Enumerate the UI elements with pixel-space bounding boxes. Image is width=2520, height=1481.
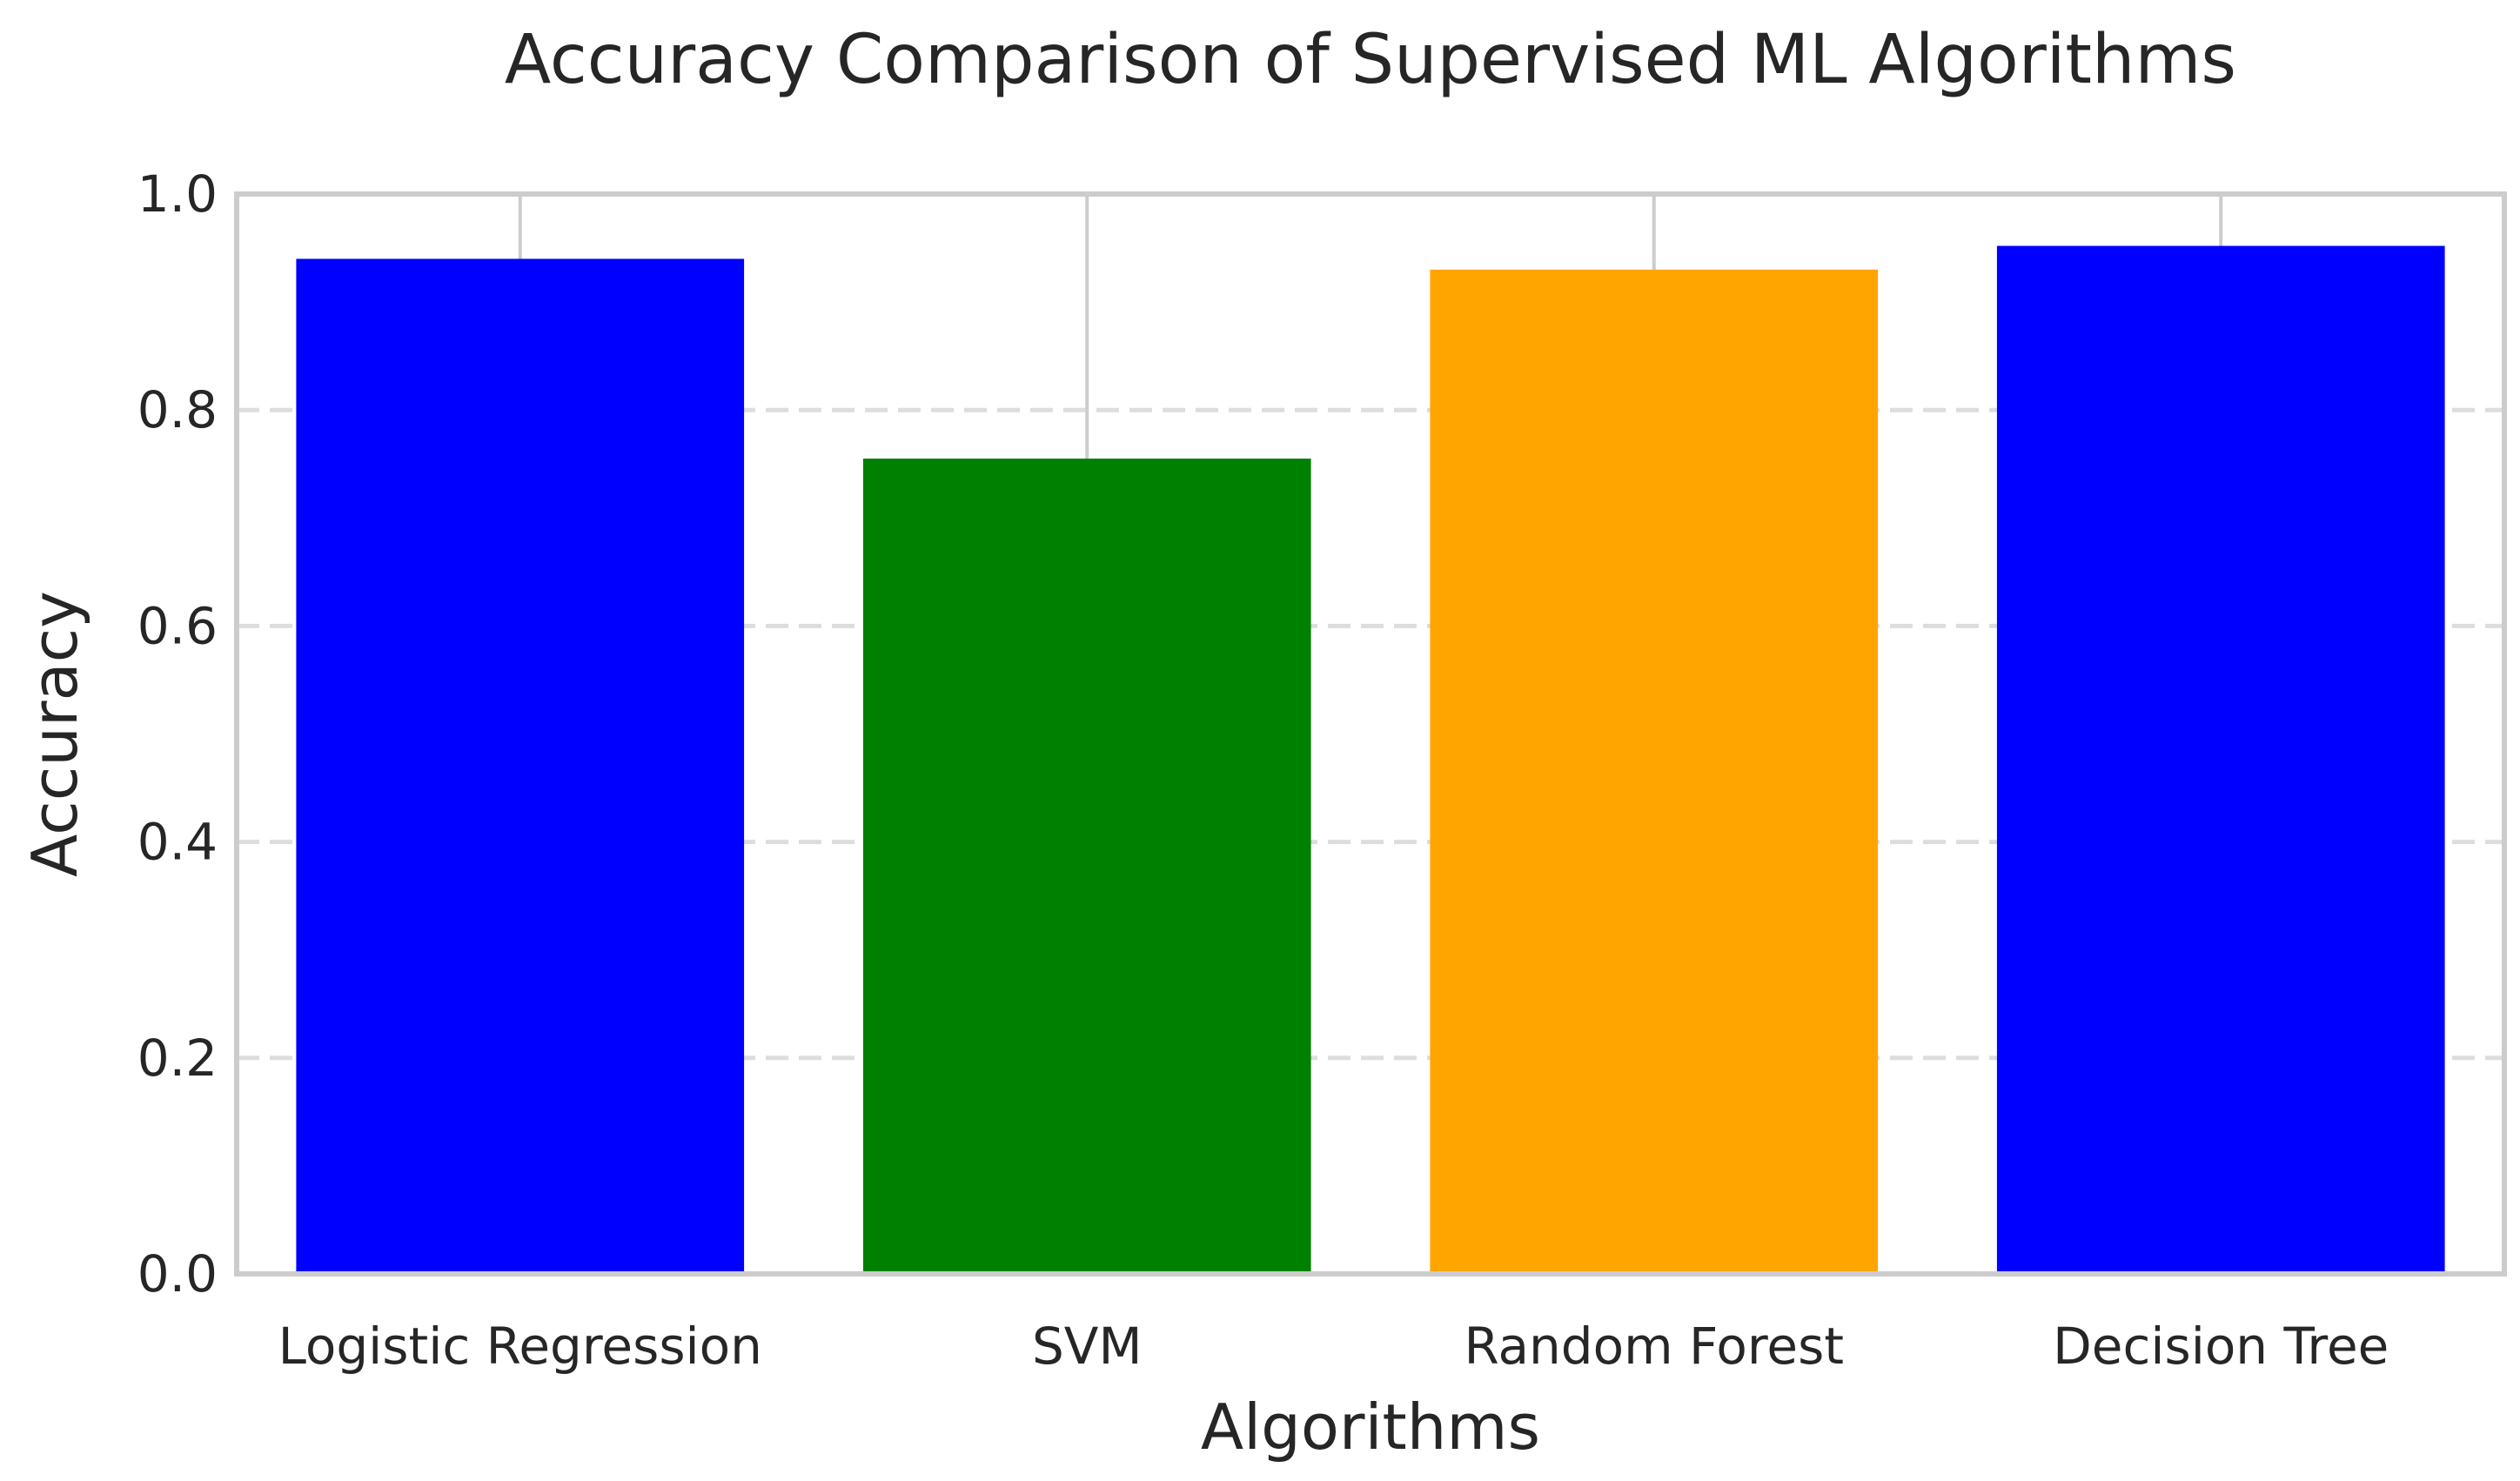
x-tick-label: SVM — [1032, 1317, 1143, 1376]
x-tick-label: Logistic Regression — [278, 1317, 762, 1376]
y-tick-label: 0.8 — [137, 380, 218, 439]
x-tick-label: Random Forest — [1464, 1317, 1844, 1376]
y-axis-label: Accuracy — [18, 591, 91, 877]
center-lines — [518, 194, 2223, 1274]
bar — [296, 258, 745, 1275]
x-tick-labels: Logistic Regression SVM Random Forest Decis… — [278, 1317, 2389, 1376]
x-axis-label: Algorithms — [1201, 1391, 1540, 1464]
chart-title: Accuracy Comparison of Supervised ML Alg… — [505, 21, 2236, 99]
y-tick-label: 0.6 — [137, 596, 218, 655]
bar — [1430, 269, 1879, 1274]
bar — [1996, 245, 2445, 1274]
y-tick-labels: 0.0 0.2 0.4 0.6 0.8 1.0 — [137, 164, 218, 1303]
bars-layer — [296, 245, 2445, 1275]
bar — [862, 459, 1311, 1274]
x-tick-label: Decision Tree — [2053, 1317, 2389, 1376]
y-tick-label: 1.0 — [137, 164, 218, 224]
y-tick-label: 0.4 — [137, 813, 218, 872]
plot-frame — [234, 191, 2507, 1277]
y-tick-label: 0.2 — [137, 1029, 218, 1088]
y-tick-label: 0.0 — [137, 1244, 218, 1303]
